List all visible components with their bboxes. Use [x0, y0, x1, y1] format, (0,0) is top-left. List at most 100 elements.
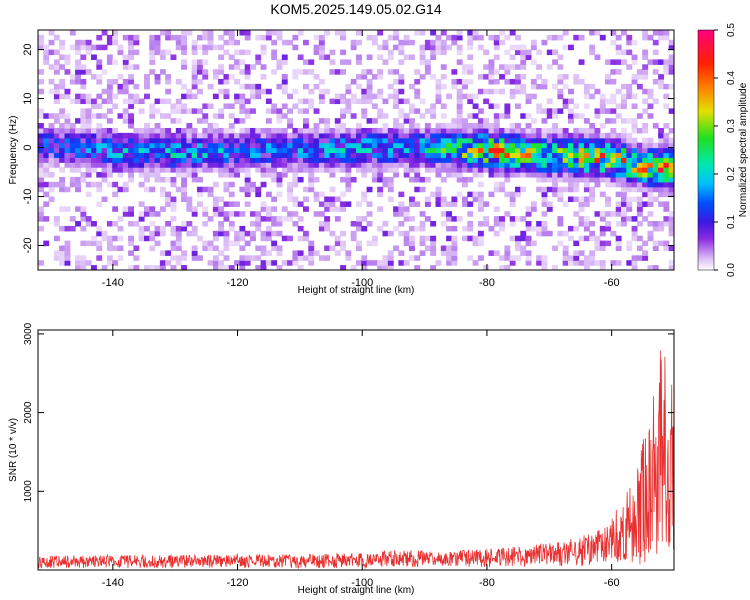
heatmap-cell — [250, 83, 256, 90]
heatmap-cell — [207, 30, 214, 36]
heatmap-cell — [154, 240, 161, 247]
heatmap-cell — [462, 83, 468, 90]
heatmap-cell — [191, 64, 198, 70]
heatmap-cell — [573, 157, 580, 163]
heatmap-cell — [621, 83, 627, 90]
heatmap-cell — [536, 260, 543, 266]
heatmap-cell — [207, 83, 214, 90]
heatmap-cell — [260, 88, 267, 95]
heatmap-cell — [276, 113, 283, 119]
heatmap-cell — [403, 172, 410, 178]
heatmap-cell — [59, 108, 66, 114]
heatmap-cell — [557, 74, 564, 80]
heatmap-cell — [292, 142, 299, 149]
heatmap-cell — [303, 142, 309, 149]
heatmap-cell — [218, 172, 225, 178]
heatmap-cell — [281, 132, 288, 139]
heatmap-cell — [297, 54, 304, 60]
heatmap-cell — [96, 44, 103, 51]
heatmap-cell — [377, 30, 384, 36]
heatmap-cell — [472, 172, 479, 178]
heatmap-cell — [117, 74, 124, 80]
heatmap-cell — [281, 147, 288, 154]
heatmap-cell — [228, 211, 235, 217]
heatmap-cell — [467, 225, 474, 232]
heatmap-cell — [589, 30, 596, 36]
heatmap-cell — [159, 127, 166, 134]
heatmap-cell — [451, 123, 458, 129]
heatmap-cell — [80, 137, 87, 144]
heatmap-cell — [308, 186, 315, 193]
heatmap-cell — [467, 127, 474, 134]
heatmap-cell — [663, 221, 670, 227]
heatmap-cell — [324, 142, 331, 149]
heatmap-cell — [398, 260, 405, 266]
heatmap-cell — [387, 196, 394, 203]
heatmap-cell — [197, 255, 203, 261]
heatmap-cell — [297, 30, 304, 36]
heatmap-cell — [218, 152, 225, 158]
heatmap-cell — [276, 191, 283, 198]
heatmap-cell — [605, 196, 611, 203]
heatmap-cell — [138, 132, 145, 139]
heatmap-cell — [631, 157, 638, 163]
heatmap-cell — [541, 83, 548, 90]
heatmap-cell — [456, 118, 463, 124]
heatmap-cell — [446, 147, 452, 154]
heatmap-cell — [281, 78, 288, 85]
heatmap-cell — [361, 132, 368, 139]
heatmap-cell — [636, 211, 643, 217]
heatmap-cell — [244, 34, 251, 41]
heatmap-cell — [414, 176, 421, 183]
heatmap-cell — [350, 142, 357, 149]
heatmap-cell — [504, 142, 511, 149]
heatmap-cell — [636, 196, 643, 203]
heatmap-cell — [446, 235, 452, 242]
heatmap-cell — [477, 201, 484, 207]
heatmap-cell — [43, 172, 50, 178]
heatmap-cell — [138, 201, 145, 207]
heatmap-cell — [91, 142, 97, 149]
heatmap-cell — [154, 147, 161, 154]
heatmap-cell — [276, 142, 283, 149]
heatmap-cell — [122, 152, 129, 158]
heatmap-cell — [477, 142, 484, 149]
heatmap-cell — [234, 211, 240, 217]
heatmap-cell — [106, 98, 113, 105]
heatmap-cell — [658, 147, 664, 154]
heatmap-cell — [387, 152, 394, 158]
heatmap-cell — [138, 98, 145, 105]
heatmap-cell — [154, 162, 161, 168]
heatmap-cell — [345, 167, 352, 173]
heatmap-cell — [303, 147, 309, 154]
heatmap-cell — [128, 39, 134, 46]
heatmap-cell — [387, 176, 394, 183]
heatmap-cell — [228, 142, 235, 149]
heatmap-cell — [472, 191, 479, 198]
heatmap-cell — [175, 44, 182, 51]
heatmap-cell — [218, 113, 225, 119]
heatmap-cell — [393, 225, 399, 232]
heatmap-cell — [255, 167, 262, 173]
heatmap-cell — [345, 147, 352, 154]
heatmap-cell — [509, 216, 516, 222]
heatmap-cell — [122, 59, 129, 65]
heatmap-cell — [218, 167, 225, 173]
heatmap-cell — [75, 44, 81, 51]
heatmap-cell — [345, 181, 352, 188]
heatmap-cell — [615, 49, 622, 56]
heatmap-cell — [122, 162, 129, 168]
x-tick-label: -80 — [479, 577, 495, 589]
heatmap-cell — [493, 221, 500, 227]
heatmap-cell — [112, 78, 119, 85]
heatmap-cell — [255, 152, 262, 158]
heatmap-cell — [536, 230, 543, 237]
heatmap-cell — [356, 132, 362, 139]
heatmap-cell — [191, 167, 198, 173]
heatmap-cell — [546, 152, 553, 158]
heatmap-cell — [265, 235, 272, 242]
heatmap-cell — [96, 255, 103, 261]
heatmap-cell — [668, 83, 674, 90]
heatmap-cell — [398, 108, 405, 114]
heatmap-cell — [647, 230, 654, 237]
